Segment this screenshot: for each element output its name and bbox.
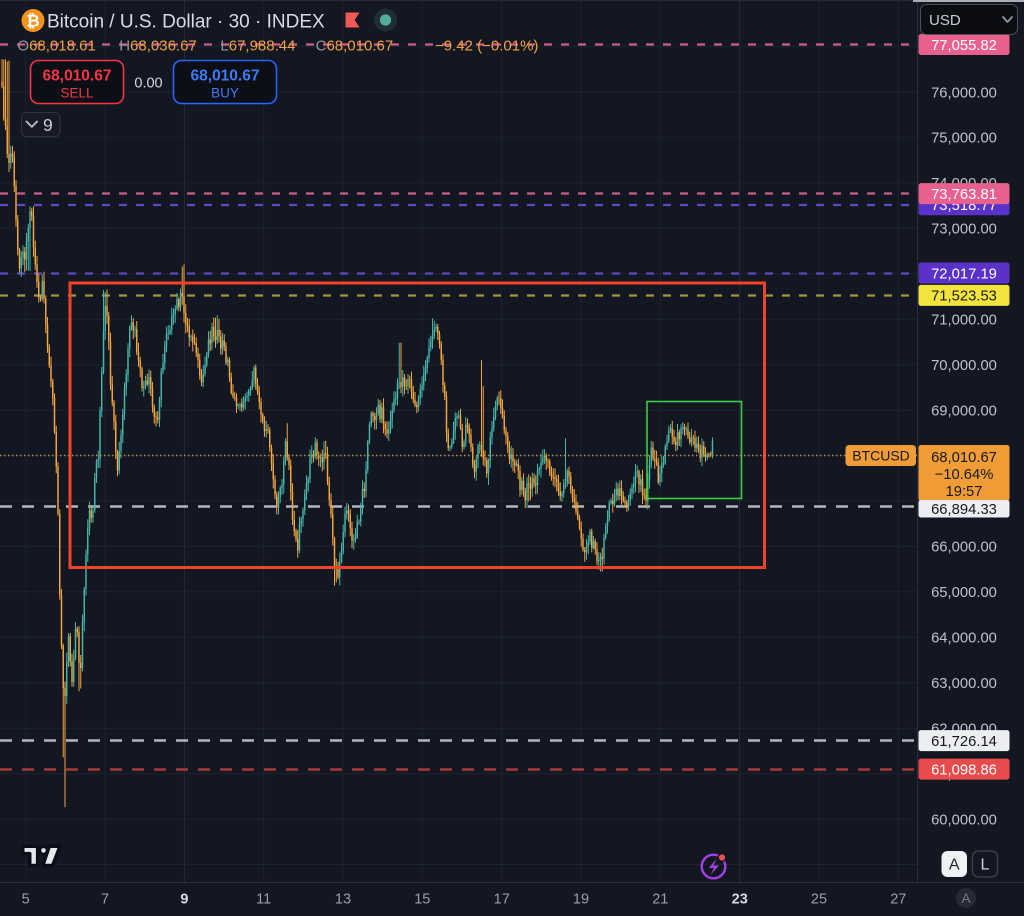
svg-text:70,000.00: 70,000.00 bbox=[931, 358, 997, 374]
svg-text:11: 11 bbox=[256, 892, 271, 908]
svg-text:23: 23 bbox=[732, 892, 748, 908]
svg-text:72,017.19: 72,017.19 bbox=[931, 266, 997, 282]
svg-text:A: A bbox=[949, 857, 960, 874]
svg-text:9: 9 bbox=[180, 892, 188, 908]
svg-text:0.00: 0.00 bbox=[134, 76, 162, 92]
svg-text:15: 15 bbox=[414, 892, 430, 908]
svg-text:A: A bbox=[961, 891, 970, 906]
svg-text:27: 27 bbox=[890, 892, 906, 908]
svg-text:76,000.00: 76,000.00 bbox=[931, 85, 997, 101]
svg-text:19: 19 bbox=[573, 892, 589, 908]
svg-text:61,098.86: 61,098.86 bbox=[931, 762, 997, 778]
svg-text:−9.42 (−0.01%): −9.42 (−0.01%) bbox=[435, 37, 538, 54]
svg-text:5: 5 bbox=[22, 892, 30, 908]
svg-text:13: 13 bbox=[335, 892, 351, 908]
svg-text:73,763.81: 73,763.81 bbox=[931, 187, 997, 203]
svg-text:USD: USD bbox=[929, 12, 961, 29]
svg-text:69,000.00: 69,000.00 bbox=[931, 403, 997, 419]
svg-text:17: 17 bbox=[494, 892, 510, 908]
svg-text:61,726.14: 61,726.14 bbox=[931, 734, 997, 750]
svg-text:C68,010.67: C68,010.67 bbox=[316, 37, 394, 54]
svg-text:75,000.00: 75,000.00 bbox=[931, 131, 997, 147]
svg-text:25: 25 bbox=[811, 892, 827, 908]
svg-text:BUY: BUY bbox=[211, 86, 239, 101]
svg-text:71,000.00: 71,000.00 bbox=[931, 313, 997, 329]
svg-text:19:57: 19:57 bbox=[945, 484, 982, 500]
svg-text:68,010.67: 68,010.67 bbox=[931, 450, 997, 466]
svg-text:BTCUSD: BTCUSD bbox=[852, 448, 910, 464]
svg-text:68,010.67: 68,010.67 bbox=[191, 68, 260, 85]
svg-text:71,523.53: 71,523.53 bbox=[931, 289, 997, 305]
svg-text:65,000.00: 65,000.00 bbox=[931, 585, 997, 601]
svg-text:77,055.82: 77,055.82 bbox=[931, 38, 997, 54]
svg-text:−10.64%: −10.64% bbox=[935, 467, 994, 483]
svg-text:66,894.33: 66,894.33 bbox=[931, 502, 997, 518]
svg-text:21: 21 bbox=[652, 892, 668, 908]
svg-text:L: L bbox=[981, 857, 990, 874]
svg-text:68,010.67: 68,010.67 bbox=[43, 68, 112, 85]
svg-text:66,000.00: 66,000.00 bbox=[931, 540, 997, 556]
svg-text:63,000.00: 63,000.00 bbox=[931, 676, 997, 692]
svg-text:₿: ₿ bbox=[26, 13, 39, 31]
svg-text:7: 7 bbox=[101, 892, 109, 908]
svg-text:Bitcoin / U.S. Dollar · 30 · I: Bitcoin / U.S. Dollar · 30 · INDEX bbox=[47, 12, 325, 33]
svg-text:60,000.00: 60,000.00 bbox=[931, 812, 997, 828]
svg-text:73,000.00: 73,000.00 bbox=[931, 222, 997, 238]
svg-text:O68,018.61: O68,018.61 bbox=[17, 37, 95, 54]
svg-text:SELL: SELL bbox=[60, 86, 94, 101]
svg-text:64,000.00: 64,000.00 bbox=[931, 631, 997, 647]
svg-text:L67,988.44: L67,988.44 bbox=[220, 37, 295, 54]
svg-text:H68,036.67: H68,036.67 bbox=[119, 37, 197, 54]
svg-text:9: 9 bbox=[43, 115, 53, 135]
